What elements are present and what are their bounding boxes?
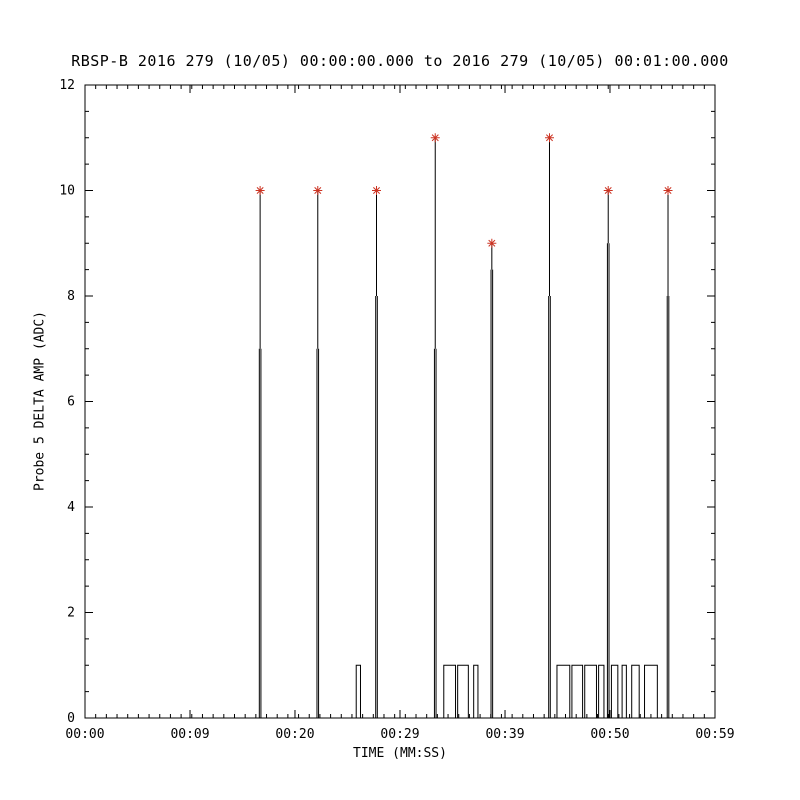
y-tick-label: 6 (67, 395, 75, 410)
pulse-step (631, 664, 640, 718)
pulse-step (584, 664, 597, 718)
peak-marker (545, 134, 553, 142)
x-tick-label: 00:59 (695, 727, 734, 742)
pulse-step (598, 664, 605, 718)
peak-marker (314, 186, 322, 195)
y-tick-label: 2 (67, 606, 75, 621)
y-tick-label: 12 (59, 78, 75, 93)
y-tick-label: 0 (67, 711, 75, 726)
peak-marker (604, 186, 612, 195)
peak-marker (373, 186, 381, 195)
pulse-step (355, 664, 361, 718)
peak-marker (431, 134, 439, 142)
y-tick-label: 8 (67, 289, 75, 304)
x-tick-label: 00:09 (170, 727, 209, 742)
pulse-step (610, 664, 619, 718)
peak-marker (488, 239, 496, 247)
pulse-step (556, 664, 571, 718)
y-tick-label: 10 (59, 184, 75, 199)
pulse-step (457, 664, 469, 718)
pulse-step (621, 664, 627, 718)
plot-title: RBSP-B 2016 279 (10/05) 00:00:00.000 to … (71, 52, 729, 70)
peak-marker (256, 186, 264, 195)
pulse-step (443, 664, 457, 718)
pulse-step (644, 664, 658, 718)
pulse-step (473, 664, 479, 718)
x-axis-label: TIME (MM:SS) (353, 746, 447, 761)
x-tick-label: 00:20 (275, 727, 314, 742)
pulse-step (571, 664, 584, 718)
x-tick-label: 00:50 (590, 727, 629, 742)
peak-marker (664, 186, 672, 195)
x-tick-label: 00:00 (65, 727, 104, 742)
x-tick-label: 00:29 (380, 727, 419, 742)
x-tick-label: 00:39 (485, 727, 524, 742)
y-tick-label: 4 (67, 500, 75, 515)
plot-frame (84, 84, 716, 719)
